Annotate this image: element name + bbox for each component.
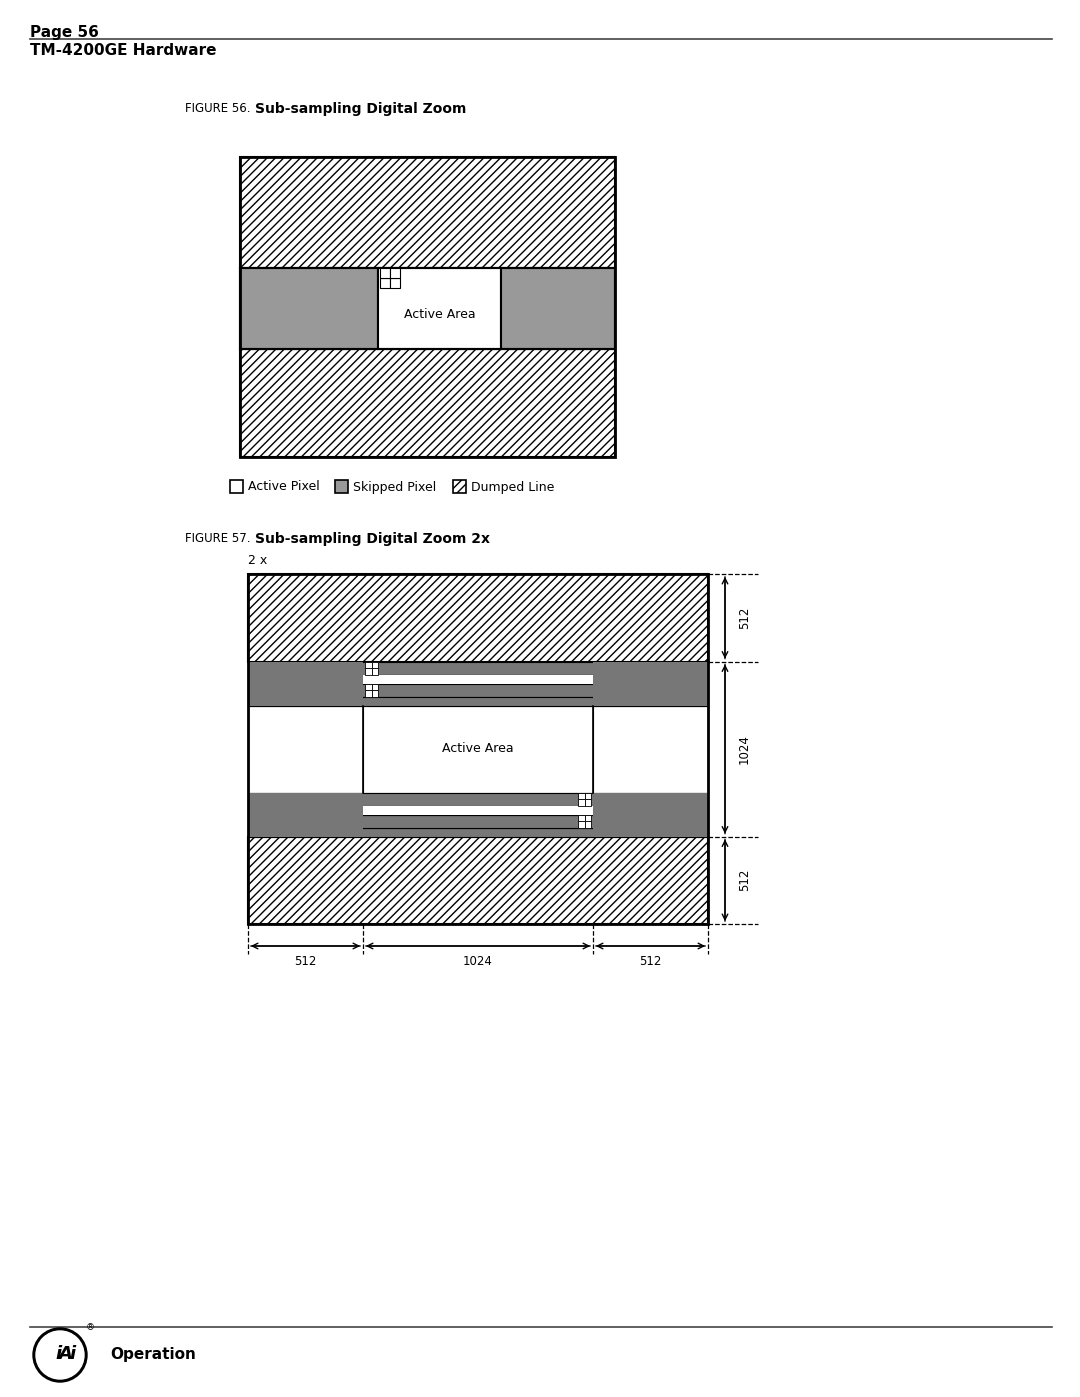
Text: i: i — [56, 1345, 62, 1363]
Bar — [365, 668, 372, 675]
Bar — [372, 683, 378, 690]
Text: Active Pixel: Active Pixel — [248, 481, 320, 493]
Bar — [248, 814, 363, 827]
Bar — [248, 683, 363, 697]
Bar — [578, 799, 584, 806]
Bar — [365, 683, 372, 690]
Text: Active Area: Active Area — [404, 307, 475, 321]
Bar — [230, 481, 243, 493]
Bar — [578, 821, 584, 827]
Bar — [578, 792, 584, 799]
Bar — [453, 481, 465, 493]
Bar — [363, 705, 593, 792]
Bar — [248, 792, 708, 806]
Bar — [593, 827, 708, 837]
Bar — [372, 690, 378, 697]
Text: Page 56: Page 56 — [30, 25, 99, 41]
Text: 512: 512 — [738, 606, 751, 629]
Bar — [593, 697, 708, 705]
Bar — [248, 806, 708, 814]
Bar — [248, 675, 708, 683]
Text: 1024: 1024 — [738, 733, 751, 764]
Bar — [248, 806, 363, 814]
Bar — [593, 683, 708, 697]
Text: 2 x: 2 x — [248, 555, 267, 567]
Bar — [378, 268, 501, 349]
Bar — [593, 792, 708, 806]
Bar — [380, 268, 390, 278]
Bar — [372, 668, 378, 675]
Bar — [584, 799, 591, 806]
Bar — [240, 349, 615, 457]
Bar — [390, 278, 400, 288]
Bar — [248, 574, 708, 923]
Bar — [248, 662, 363, 675]
Bar — [248, 683, 708, 697]
Bar — [248, 662, 708, 675]
Bar — [584, 821, 591, 827]
Text: 512: 512 — [639, 956, 662, 968]
Text: 512: 512 — [738, 869, 751, 891]
Text: A: A — [58, 1345, 72, 1363]
Bar — [593, 814, 708, 827]
Bar — [380, 278, 390, 288]
Bar — [248, 837, 708, 923]
Bar — [365, 662, 372, 668]
Text: Sub-sampling Digital Zoom 2x: Sub-sampling Digital Zoom 2x — [255, 532, 490, 546]
Text: Dumped Line: Dumped Line — [471, 481, 554, 493]
Bar — [501, 268, 615, 349]
Bar — [248, 792, 363, 806]
Bar — [593, 675, 708, 683]
Circle shape — [33, 1329, 87, 1382]
Bar — [240, 268, 378, 349]
Bar — [240, 156, 615, 457]
Text: i: i — [69, 1345, 76, 1363]
Text: Operation: Operation — [110, 1348, 195, 1362]
Bar — [584, 814, 591, 821]
Bar — [363, 675, 593, 683]
Bar — [248, 675, 363, 683]
Text: ®: ® — [86, 1323, 95, 1331]
Text: TM-4200GE Hardware: TM-4200GE Hardware — [30, 43, 216, 59]
Bar — [248, 814, 708, 827]
Bar — [578, 814, 584, 821]
Bar — [248, 827, 363, 837]
Bar — [248, 827, 708, 837]
Bar — [248, 574, 708, 662]
Bar — [248, 705, 363, 792]
Bar — [240, 268, 615, 349]
Bar — [240, 156, 615, 268]
Bar — [248, 697, 363, 705]
Text: FIGURE 57.: FIGURE 57. — [185, 532, 251, 545]
Text: FIGURE 56.: FIGURE 56. — [185, 102, 251, 115]
Bar — [593, 705, 708, 792]
Bar — [584, 792, 591, 799]
Bar — [248, 697, 708, 705]
Circle shape — [36, 1331, 84, 1379]
Bar — [390, 268, 400, 278]
Text: 512: 512 — [295, 956, 316, 968]
Text: Sub-sampling Digital Zoom: Sub-sampling Digital Zoom — [255, 102, 467, 116]
Bar — [372, 662, 378, 668]
Bar — [593, 806, 708, 814]
Bar — [365, 690, 372, 697]
Text: Active Area: Active Area — [442, 742, 514, 756]
Bar — [335, 481, 348, 493]
Text: 1024: 1024 — [463, 956, 492, 968]
Bar — [593, 662, 708, 675]
Text: Skipped Pixel: Skipped Pixel — [353, 481, 436, 493]
Bar — [363, 806, 593, 814]
